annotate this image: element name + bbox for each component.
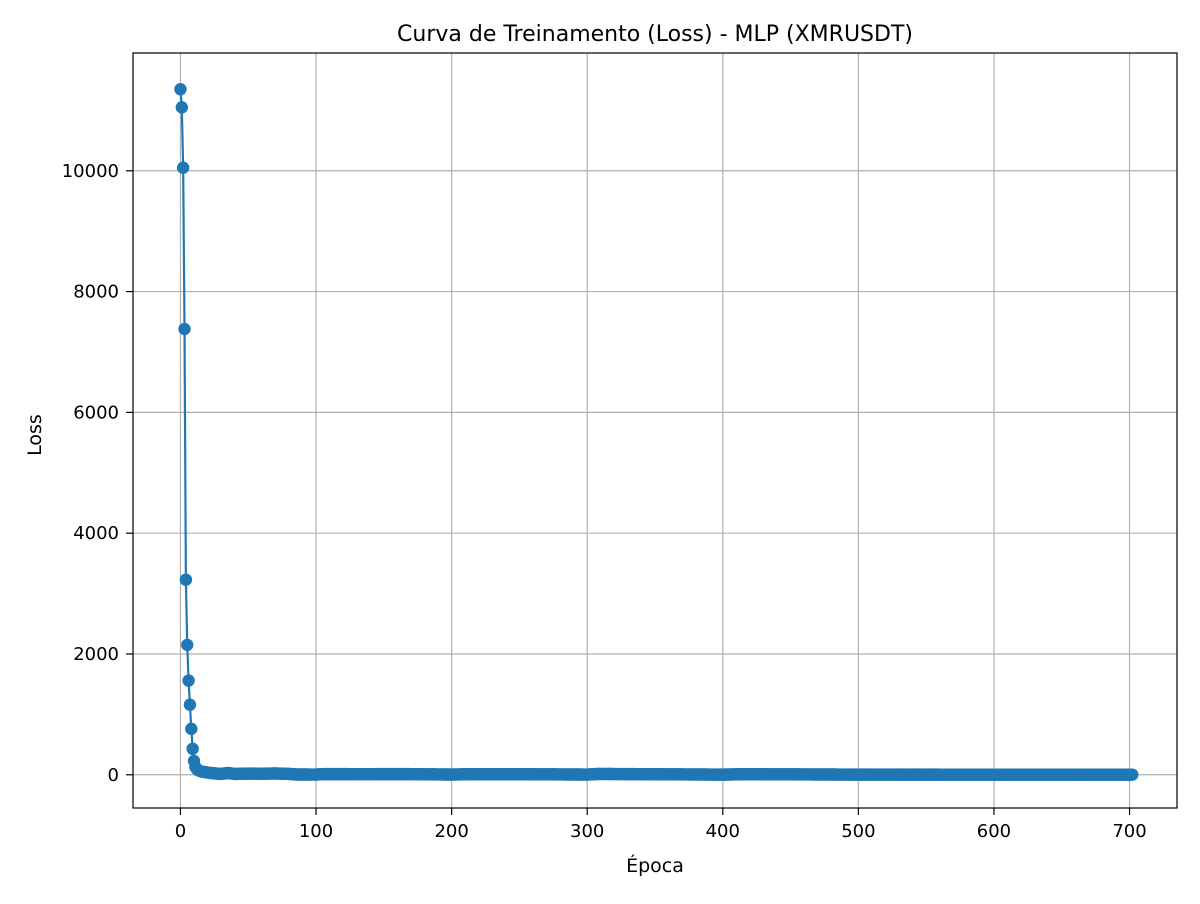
x-axis-label: Época <box>626 854 684 877</box>
x-tick-label: 0 <box>175 821 186 842</box>
series-loss <box>174 83 1139 781</box>
x-tick-label: 300 <box>570 821 604 842</box>
x-tick-label: 700 <box>1112 821 1146 842</box>
loss-data-point <box>175 101 189 114</box>
y-tick-label: 8000 <box>73 282 119 303</box>
loss-data-point <box>176 161 190 174</box>
loss-data-point <box>178 322 191 336</box>
loss-data-point <box>1126 768 1139 781</box>
x-tick-label: 100 <box>299 821 333 842</box>
y-axis-label: Loss <box>24 414 46 456</box>
x-tick-label: 200 <box>434 821 468 842</box>
y-tick-label: 10000 <box>62 161 119 182</box>
x-tick-label: 600 <box>977 821 1011 842</box>
loss-data-point <box>186 742 199 756</box>
chart-title: Curva de Treinamento (Loss) - MLP (XMRUS… <box>397 22 913 47</box>
loss-data-point <box>182 674 195 687</box>
x-tick-label: 500 <box>841 821 875 842</box>
loss-data-point <box>174 83 187 96</box>
loss-data-point <box>181 638 194 652</box>
plot-frame <box>132 52 1178 809</box>
x-tick-label: 400 <box>706 821 740 842</box>
y-tick-label: 4000 <box>73 523 119 544</box>
loss-data-point <box>179 573 193 586</box>
y-tick-label: 0 <box>108 765 119 786</box>
y-tick-label: 2000 <box>73 644 119 665</box>
loss-data-point <box>185 722 198 736</box>
y-tick-label: 6000 <box>73 402 119 423</box>
axis-ticks: 0 100 200 300 400 500 600 700 0 2000 4000 6000 8000 1… <box>62 161 1147 842</box>
loss-data-point <box>183 698 197 711</box>
